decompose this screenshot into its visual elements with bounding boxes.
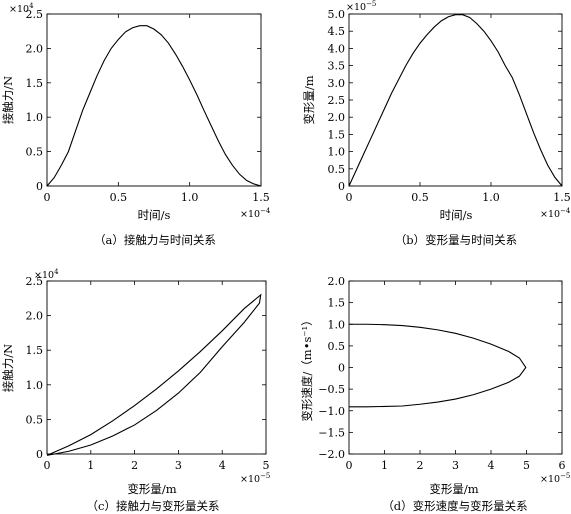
y-tick-label: −0.5 (318, 383, 345, 396)
y-tick-label: 0 (36, 448, 43, 461)
y-multiplier: ×104 (34, 268, 59, 281)
y-tick-label: 0 (338, 362, 345, 375)
tick-marks (46, 280, 267, 455)
panel-caption: （b）变形量与时间关系 (395, 233, 517, 247)
panel-c: 0 1 2 3 4 5 0 0.5 1.0 1.5 2.0 2.5 ×104 ×10−5 变形量/m… (1, 268, 270, 513)
y-tick-label: 1.5 (26, 77, 44, 90)
x-tick-labels: 0 1 2 3 4 5 (44, 459, 270, 472)
x-tick-label: 0 (346, 191, 353, 204)
y-axis-label: 接触力/N (1, 344, 15, 392)
y-tick-labels: 0 0.5 1.0 1.5 2.0 2.5 (26, 275, 44, 461)
y-tick-label: 0 (338, 180, 345, 193)
x-tick-label: 1.5 (252, 191, 270, 204)
y-tick-label: 2.0 (328, 275, 346, 288)
y-tick-label: 0.5 (328, 163, 346, 176)
tick-marks (46, 13, 262, 187)
data-curve (349, 323, 527, 408)
y-tick-label: 1.5 (26, 344, 44, 357)
y-tick-label: 1.0 (328, 318, 346, 331)
y-axis-label: 接触力/N (1, 76, 15, 124)
data-curve (46, 293, 262, 456)
panel-b: 0 0.5 1.0 1.5 0 0.5 1.0 1.5 2.0 2.5 3.0 3.5 4.0 4.5 5… (302, 0, 571, 247)
x-tick-labels: 0 0.5 1.0 1.5 (346, 191, 571, 204)
panel-a: 0 0.5 1.0 1.5 0 0.5 1.0 1.5 2.0 2.5 ×104 ×10−4 时… (1, 2, 271, 247)
data-curve (348, 14, 563, 187)
y-tick-label: −2.0 (318, 448, 345, 461)
x-multiplier: ×10−5 (240, 472, 270, 485)
x-tick-label: 5 (263, 459, 270, 472)
y-tick-label: 2.5 (328, 94, 346, 107)
panel-caption: （d）变形速度与变形量关系 (382, 499, 527, 513)
x-tick-label: 1.0 (482, 191, 500, 204)
plot-frame (348, 13, 563, 187)
x-tick-label: 3 (175, 459, 182, 472)
y-tick-label: 1.5 (328, 128, 346, 141)
y-tick-label: 4.0 (328, 42, 346, 55)
y-tick-label: 2.0 (26, 42, 44, 55)
x-tick-label: 0.5 (110, 191, 128, 204)
y-multiplier: ×10−5 (346, 0, 376, 13)
y-tick-labels: 0 0.5 1.0 1.5 2.0 2.5 3.0 3.5 4.0 4.5 5.0 (328, 8, 346, 193)
y-tick-labels: 0 0.5 1.0 1.5 2.0 2.5 (26, 8, 44, 193)
tick-marks (348, 13, 563, 187)
x-tick-labels: 0 0.5 1.0 1.5 (44, 191, 270, 204)
y-tick-label: 0.5 (26, 413, 44, 426)
data-curve (46, 25, 262, 187)
y-tick-label: 4.5 (328, 25, 346, 38)
x-multiplier: ×10−4 (240, 207, 271, 220)
y-axis-label: 变形量/m (302, 75, 316, 124)
x-tick-label: 1 (87, 459, 94, 472)
tick-marks (348, 280, 563, 455)
y-tick-label: 5.0 (328, 8, 346, 21)
y-multiplier: ×104 (9, 2, 34, 15)
x-tick-label: 0.5 (411, 191, 429, 204)
y-tick-label: 2.5 (26, 275, 44, 288)
y-tick-label: −1.5 (318, 426, 345, 439)
y-tick-label: 3.0 (328, 77, 346, 90)
x-tick-label: 2 (417, 459, 424, 472)
panel-caption: （a）接触力与时间关系 (94, 233, 216, 247)
plot-frame (46, 280, 267, 455)
plot-frame (46, 13, 262, 187)
x-tick-labels: 0 1 2 3 4 5 6 (346, 459, 566, 472)
y-tick-label: 1.0 (328, 146, 346, 159)
y-tick-label: 0 (36, 180, 43, 193)
x-tick-label: 1.0 (181, 191, 199, 204)
x-tick-label: 1.5 (553, 191, 571, 204)
x-tick-label: 0 (44, 191, 51, 204)
y-tick-labels: −2.0 −1.5 −1.0 −0.5 0 0.5 1.0 1.5 2.0 (318, 275, 345, 461)
panel-d: 0 1 2 3 4 5 6 −2.0 −1.5 −1.0 −0.5 0 0.5 1.0 1.5 2.0 ×1… (300, 275, 570, 513)
y-tick-label: 0.5 (26, 146, 44, 159)
y-tick-label: 0.5 (328, 340, 346, 353)
x-axis-label: 时间/s (138, 208, 171, 222)
x-tick-label: 0 (346, 459, 353, 472)
x-tick-label: 1 (381, 459, 388, 472)
x-tick-label: 5 (523, 459, 530, 472)
y-tick-label: 2.0 (26, 310, 44, 323)
x-tick-label: 3 (452, 459, 459, 472)
y-tick-label: 1.0 (26, 111, 44, 124)
panel-caption: （c）接触力与变形量关系 (87, 499, 220, 513)
y-tick-label: 2.0 (328, 111, 346, 124)
x-tick-label: 6 (559, 459, 566, 472)
x-tick-label: 2 (131, 459, 138, 472)
y-tick-label: 1.5 (328, 297, 346, 310)
plot-frame (348, 280, 563, 455)
x-tick-label: 0 (44, 459, 51, 472)
x-axis-label: 变形量/m (127, 482, 176, 496)
y-tick-label: 1.0 (26, 379, 44, 392)
y-tick-label: −1.0 (318, 405, 345, 418)
y-axis-label: 变形速度/（m•s⁻¹） (300, 314, 314, 421)
x-multiplier: ×10−5 (540, 472, 570, 485)
x-multiplier: ×10−4 (540, 207, 571, 220)
y-tick-label: 2.5 (26, 8, 44, 21)
x-tick-label: 4 (219, 459, 226, 472)
x-axis-label: 变形量/m (429, 482, 478, 496)
x-axis-label: 时间/s (440, 208, 473, 222)
x-tick-label: 4 (488, 459, 495, 472)
y-tick-label: 3.5 (328, 60, 346, 73)
